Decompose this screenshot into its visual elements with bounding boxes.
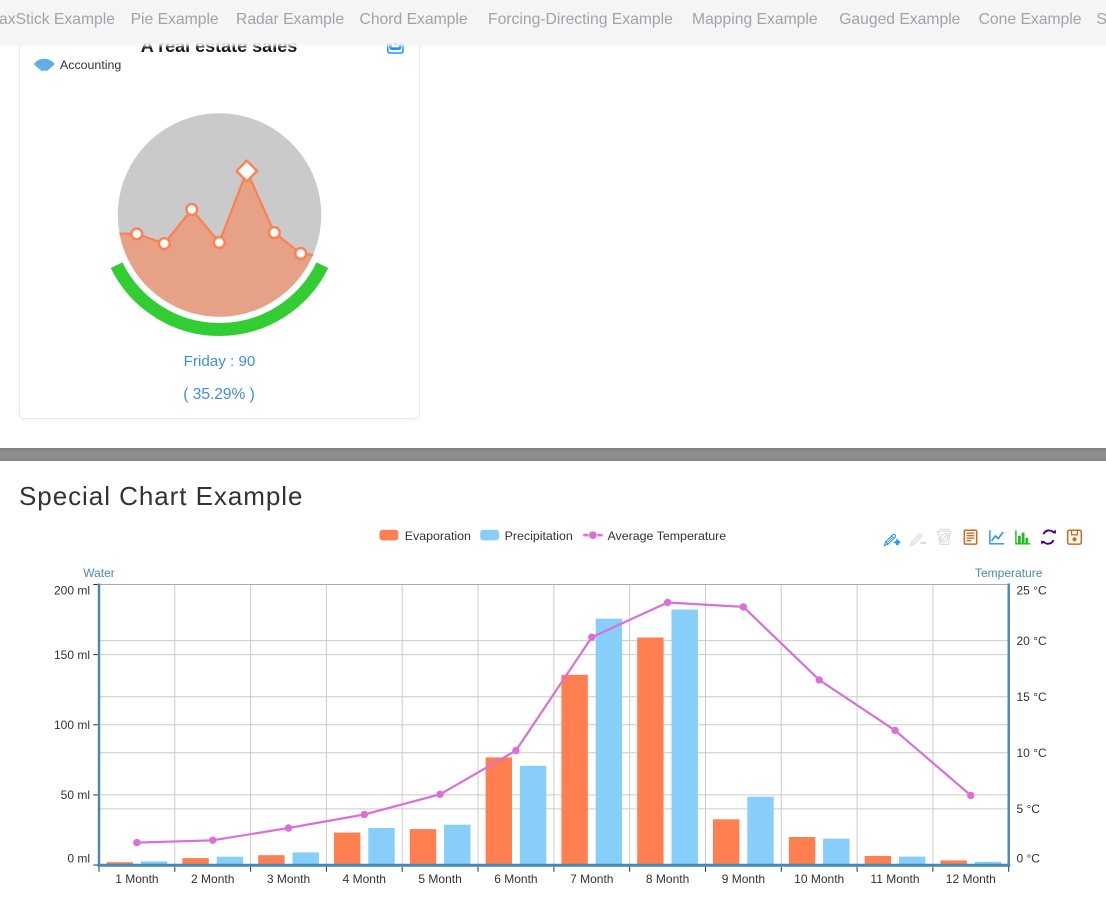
svg-text:4 Month: 4 Month (343, 872, 386, 886)
svg-text:9 Month: 9 Month (722, 872, 765, 886)
svg-text:Precipitation: Precipitation (505, 529, 573, 543)
svg-text:0 ml: 0 ml (67, 852, 90, 866)
svg-text:5 °C: 5 °C (1017, 802, 1041, 816)
svg-text:Evaporation: Evaporation (405, 529, 471, 543)
svg-text:50 ml: 50 ml (61, 788, 90, 802)
svg-text:25 °C: 25 °C (1017, 584, 1047, 598)
svg-text:0 °C: 0 °C (1017, 852, 1041, 866)
svg-text:11 Month: 11 Month (870, 872, 919, 886)
svg-text:2 Month: 2 Month (191, 872, 234, 886)
svg-text:8 Month: 8 Month (646, 872, 689, 886)
svg-text:20 °C: 20 °C (1017, 634, 1047, 648)
svg-text:7 Month: 7 Month (570, 872, 613, 886)
svg-text:Average Temperature: Average Temperature (608, 529, 727, 543)
svg-text:5 Month: 5 Month (418, 872, 461, 886)
svg-text:6 Month: 6 Month (494, 872, 537, 886)
svg-text:Water: Water (83, 566, 115, 580)
svg-text:Temperature: Temperature (975, 566, 1043, 580)
svg-text:1 Month: 1 Month (115, 872, 158, 886)
svg-text:12 Month: 12 Month (946, 872, 996, 886)
svg-text:100 ml: 100 ml (54, 718, 90, 732)
svg-text:3 Month: 3 Month (267, 872, 310, 886)
svg-text:15 °C: 15 °C (1017, 690, 1047, 704)
svg-text:150 ml: 150 ml (54, 648, 90, 662)
svg-text:10 °C: 10 °C (1017, 746, 1047, 760)
svg-text:200 ml: 200 ml (54, 584, 90, 598)
svg-text:10 Month: 10 Month (794, 872, 844, 886)
